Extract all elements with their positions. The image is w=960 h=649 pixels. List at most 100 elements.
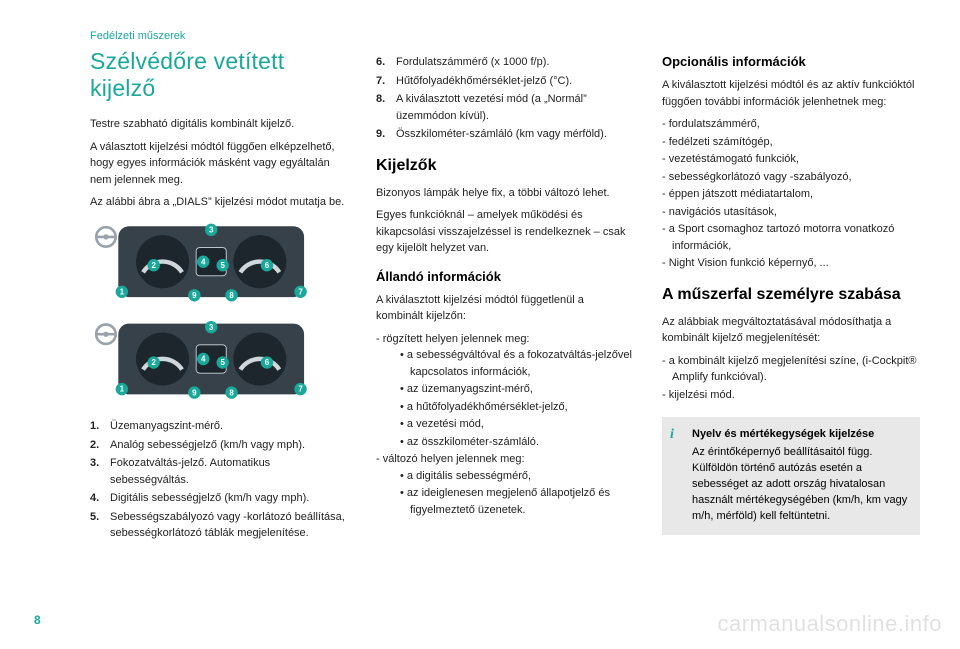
legend-num: 9. xyxy=(376,126,396,143)
legend-item: 3.Fokozatváltás-jelző. Automatikus sebes… xyxy=(90,455,348,488)
legend-num: 2. xyxy=(90,437,110,454)
svg-text:2: 2 xyxy=(151,260,156,269)
legend-item: 4.Digitális sebességjelző (km/h vagy mph… xyxy=(90,490,348,507)
intro-p1: Testre szabható digitális kombinált kije… xyxy=(90,116,348,133)
column-1: Szélvédőre vetített kijelző Testre szabh… xyxy=(90,48,348,544)
legend-item: 8.A kiválasztott vezetési mód (a „Normál… xyxy=(376,91,634,124)
content-columns: Szélvédőre vetített kijelző Testre szabh… xyxy=(90,48,920,544)
column-2: 6.Fordulatszámmérő (x 1000 f/p). 7.Hűtőf… xyxy=(376,48,634,544)
legend-list-b: 6.Fordulatszámmérő (x 1000 f/p). 7.Hűtőf… xyxy=(376,54,634,143)
svg-text:5: 5 xyxy=(220,358,225,367)
legend-text: Fordulatszámmérő (x 1000 f/p). xyxy=(396,54,549,71)
list-item: az üzemanyagszint-mérő, xyxy=(400,381,634,398)
svg-text:3: 3 xyxy=(209,225,214,234)
list-item: a hűtőfolyadékhőmérséklet-jelző, xyxy=(400,399,634,416)
legend-num: 3. xyxy=(90,455,110,488)
legend-text: Analóg sebességjelző (km/h vagy mph). xyxy=(110,437,305,454)
breadcrumb: Fedélzeti műszerek xyxy=(90,30,920,42)
list-item: a Sport csomaghoz tartozó motorra vonatk… xyxy=(662,221,920,254)
legend-item: 7.Hűtőfolyadékhőmérséklet-jelző (°C). xyxy=(376,73,634,90)
group-head: rögzített helyen jelennek meg: xyxy=(383,333,530,345)
group-items: a sebességváltóval és a fokozatváltás-je… xyxy=(386,347,634,450)
column-3: Opcionális információk A kiválasztott ki… xyxy=(662,48,920,544)
svg-text:8: 8 xyxy=(229,290,234,299)
dashboard-figure: 1 2 3 4 5 6 7 8 9 xyxy=(90,221,348,407)
legend-num: 1. xyxy=(90,418,110,435)
muszerfal-lead: Az alábbiak megváltoztatásával módosítha… xyxy=(662,314,920,347)
list-item: sebességkorlátozó vagy -szabályozó, xyxy=(662,169,920,186)
svg-text:6: 6 xyxy=(265,260,270,269)
legend-text: Üzemanyagszint-mérő. xyxy=(110,418,223,435)
legend-num: 8. xyxy=(376,91,396,124)
section-title-muszerfal: A műszerfal személyre szabása xyxy=(662,286,920,304)
info-title: Nyelv és mértékegységek kijelzése xyxy=(692,427,908,443)
svg-text:9: 9 xyxy=(192,388,197,397)
page-title: Szélvédőre vetített kijelző xyxy=(90,48,348,102)
kijelzok-p2: Egyes funkcióknál – amelyek működési és … xyxy=(376,207,634,257)
legend-num: 6. xyxy=(376,54,396,71)
allando-lead: A kiválasztott kijelzési módtól függetle… xyxy=(376,292,634,325)
muszerfal-list: a kombinált kijelző megjelenítési színe,… xyxy=(662,353,920,404)
legend-text: Hűtőfolyadékhőmérséklet-jelző (°C). xyxy=(396,73,572,90)
legend-item: 5.Sebességszabályozó vagy -korlátozó beá… xyxy=(90,509,348,542)
intro-p2: A választott kijelzési módtól függően el… xyxy=(90,139,348,189)
legend-text: Összkilométer-számláló (km vagy mérföld)… xyxy=(396,126,607,143)
svg-text:1: 1 xyxy=(120,384,125,393)
list-item: Night Vision funkció képernyő, ... xyxy=(662,255,920,272)
svg-text:9: 9 xyxy=(192,290,197,299)
opcionalis-lead: A kiválasztott kijelzési módtól és az ak… xyxy=(662,77,920,110)
watermark: carmanualsonline.info xyxy=(717,611,942,637)
page-number: 8 xyxy=(34,613,41,627)
legend-item: 1.Üzemanyagszint-mérő. xyxy=(90,418,348,435)
list-item: a sebességváltóval és a fokozatváltás-je… xyxy=(400,347,634,380)
info-text: Az érintőképernyő beállításaitól függ. K… xyxy=(692,446,907,522)
kijelzok-p1: Bizonyos lámpák helye fix, a többi válto… xyxy=(376,185,634,202)
list-item: a digitális sebességmérő, xyxy=(400,468,634,485)
list-item: vezetéstámogató funkciók, xyxy=(662,151,920,168)
legend-item: 2.Analóg sebességjelző (km/h vagy mph). xyxy=(90,437,348,454)
group-head: változó helyen jelennek meg: xyxy=(383,453,525,465)
legend-list-a: 1.Üzemanyagszint-mérő. 2.Analóg sebesség… xyxy=(90,418,348,542)
svg-text:2: 2 xyxy=(151,358,156,367)
legend-text: A kiválasztott vezetési mód (a „Normál” … xyxy=(396,91,634,124)
svg-text:7: 7 xyxy=(298,287,303,296)
svg-text:4: 4 xyxy=(201,354,206,363)
list-item: a kombinált kijelző megjelenítési színe,… xyxy=(662,353,920,386)
legend-text: Sebességszabályozó vagy -korlátozó beáll… xyxy=(110,509,348,542)
section-title-opcionalis: Opcionális információk xyxy=(662,54,920,69)
list-item: kijelzési mód. xyxy=(662,387,920,404)
list-item: éppen játszott médiatartalom, xyxy=(662,186,920,203)
legend-num: 4. xyxy=(90,490,110,507)
list-item: fedélzeti számítógép, xyxy=(662,134,920,151)
list-item: fordulatszámmérő, xyxy=(662,116,920,133)
svg-text:5: 5 xyxy=(220,260,225,269)
list-item: navigációs utasítások, xyxy=(662,204,920,221)
group-items: a digitális sebességmérő, az ideiglenese… xyxy=(386,468,634,519)
section-title-allando: Állandó információk xyxy=(376,269,634,284)
allando-group: rögzített helyen jelennek meg: a sebessé… xyxy=(376,331,634,451)
allando-groups: rögzített helyen jelennek meg: a sebessé… xyxy=(376,331,634,519)
legend-item: 6.Fordulatszámmérő (x 1000 f/p). xyxy=(376,54,634,71)
opcionalis-list: fordulatszámmérő, fedélzeti számítógép, … xyxy=(662,116,920,272)
svg-text:4: 4 xyxy=(201,257,206,266)
svg-text:8: 8 xyxy=(229,388,234,397)
svg-text:3: 3 xyxy=(209,322,214,331)
legend-num: 5. xyxy=(90,509,110,542)
list-item: a vezetési mód, xyxy=(400,416,634,433)
legend-text: Fokozatváltás-jelző. Automatikus sebessé… xyxy=(110,455,348,488)
list-item: az összkilométer-számláló. xyxy=(400,434,634,451)
legend-num: 7. xyxy=(376,73,396,90)
svg-text:7: 7 xyxy=(298,384,303,393)
list-item: az ideiglenesen megjelenő állapotjelző é… xyxy=(400,485,634,518)
info-box: i Nyelv és mértékegységek kijelzése Az é… xyxy=(662,417,920,535)
legend-text: Digitális sebességjelző (km/h vagy mph). xyxy=(110,490,309,507)
info-icon: i xyxy=(670,425,684,439)
svg-text:6: 6 xyxy=(265,358,270,367)
legend-item: 9.Összkilométer-számláló (km vagy mérföl… xyxy=(376,126,634,143)
svg-text:1: 1 xyxy=(120,287,125,296)
section-title-kijelzok: Kijelzők xyxy=(376,157,634,175)
manual-page: Fedélzeti műszerek Szélvédőre vetített k… xyxy=(0,0,960,564)
allando-group: változó helyen jelennek meg: a digitális… xyxy=(376,451,634,518)
intro-p3: Az alábbi ábra a „DIALS” kijelzési módot… xyxy=(90,194,348,211)
dashboard-svg: 1 2 3 4 5 6 7 8 9 xyxy=(90,221,320,407)
